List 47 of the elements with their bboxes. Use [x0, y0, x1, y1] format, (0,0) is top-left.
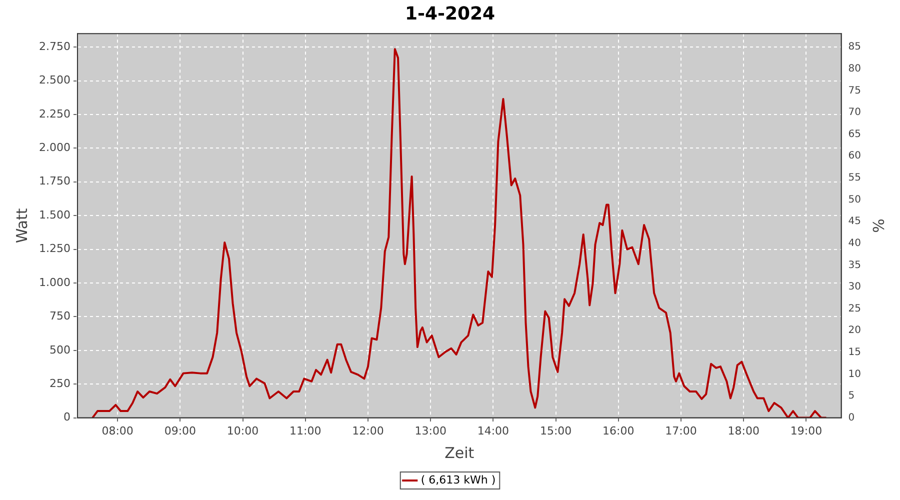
x-tick-label: 19:00: [790, 424, 822, 438]
y2-tick-label: 40: [848, 238, 862, 249]
y-tick-label: 0: [63, 410, 70, 424]
x-tick-label: 09:00: [164, 424, 196, 438]
y2-axis-title: %: [869, 218, 888, 233]
y-tick-label: 2.750: [38, 40, 70, 53]
x-tick-label: 17:00: [665, 424, 697, 438]
y-tick-label: 2.250: [38, 107, 70, 120]
y2-tick-label: 0: [848, 412, 855, 424]
y2-tick-label: 75: [848, 85, 862, 96]
x-tick-label: 08:00: [102, 424, 134, 438]
y2-tick-label: 70: [848, 107, 862, 118]
y2-tick-label: 50: [848, 194, 862, 206]
y2-tick-label: 20: [848, 325, 862, 336]
y-tick-label: 500: [49, 343, 70, 356]
x-tick-label: 11:00: [290, 424, 322, 438]
y2-tick-label: 60: [848, 150, 862, 162]
y2-tick-label: 55: [848, 172, 862, 184]
y2-tick-label: 45: [848, 216, 862, 228]
y-tick-label: 1.250: [38, 242, 70, 256]
y-tick-label: 2.000: [38, 141, 70, 154]
x-tick-label: 16:00: [602, 424, 634, 438]
y2-tick-label: 65: [848, 128, 862, 140]
y2-tick-label: 30: [848, 282, 862, 293]
y2-tick-label: 25: [848, 303, 862, 314]
chart-title: 1-4-2024: [404, 3, 496, 24]
x-axis-title: Zeit: [444, 444, 474, 462]
y-tick-label: 750: [49, 310, 70, 323]
y2-tick-label: 15: [848, 346, 862, 358]
y2-tick-label: 35: [848, 260, 862, 271]
x-tick-label: 13:00: [414, 424, 446, 438]
x-tick-label: 15:00: [540, 424, 572, 438]
y2-tick-label: 85: [848, 42, 862, 53]
y2-tick-label: 5: [848, 390, 855, 402]
y-axis-title: Watt: [12, 208, 31, 244]
y2-tick-label: 80: [848, 64, 862, 75]
x-tick-label: 12:00: [352, 424, 384, 438]
x-tick-label: 14:00: [477, 424, 510, 438]
y-tick-label: 250: [49, 376, 70, 390]
y-tick-label: 1.000: [38, 276, 70, 289]
y-tick-label: 2.500: [38, 74, 70, 87]
y2-tick-label: 10: [848, 368, 862, 380]
legend-label: ( 6,613 kWh ): [420, 473, 496, 486]
x-tick-label: 18:00: [728, 424, 760, 438]
y-tick-label: 1.500: [38, 208, 70, 222]
y-tick-label: 1.750: [38, 174, 70, 188]
x-tick-label: 10:00: [226, 424, 259, 438]
